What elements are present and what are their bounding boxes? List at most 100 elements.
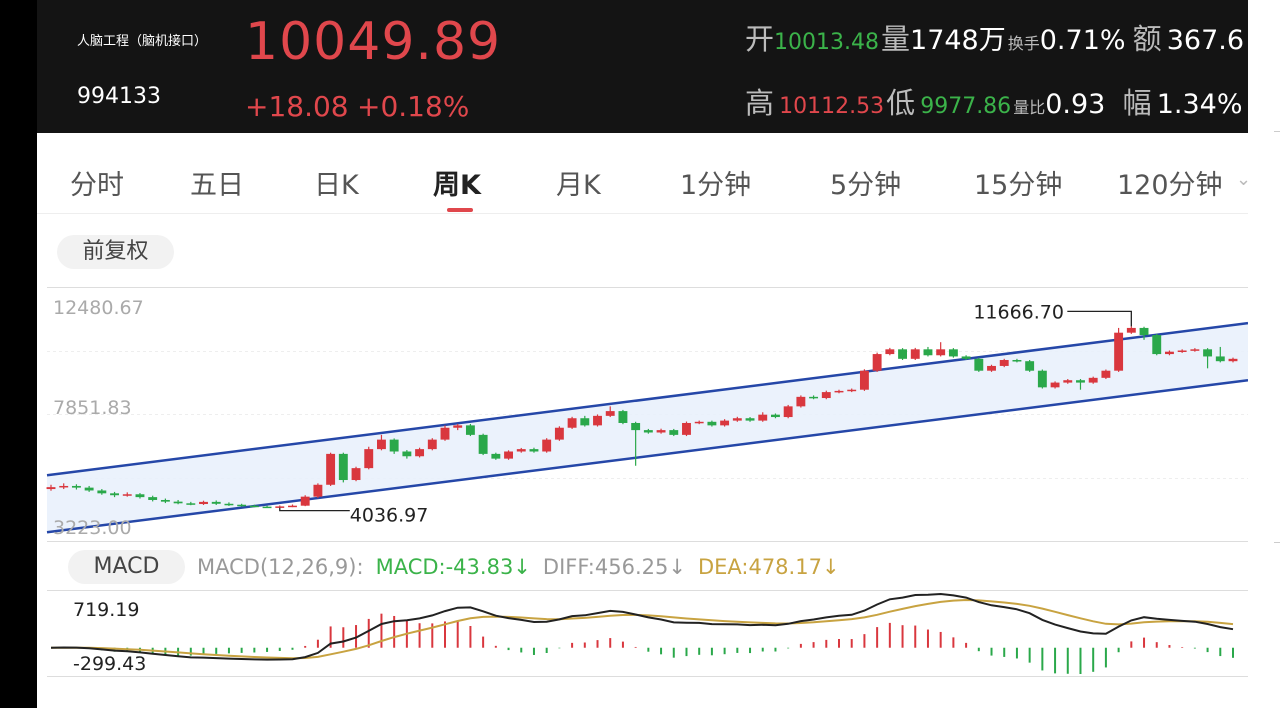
- kline-chart[interactable]: 11666.70 4036.97 12480.67 7851.83 3223.00: [37, 287, 1248, 542]
- tab-120-minute[interactable]: 120分钟: [1117, 170, 1223, 201]
- candle: [580, 415, 590, 427]
- vol-ratio-value: 0.93: [1045, 89, 1106, 120]
- candle: [1101, 369, 1111, 380]
- macd-histogram: [62, 613, 1234, 674]
- tab-monthly-k[interactable]: 月K: [556, 170, 601, 201]
- candle: [504, 450, 513, 460]
- candle: [796, 395, 806, 408]
- macd-chart[interactable]: 719.19 -299.43: [37, 590, 1248, 708]
- macd-values: MACD(12,26,9): MACD:-43.83↓ DIFF:456.25↓ DE…: [197, 555, 840, 579]
- candle: [1076, 379, 1085, 390]
- candle: [300, 495, 310, 507]
- candle: [732, 416, 742, 422]
- tab-1-minute[interactable]: 1分钟: [680, 170, 752, 201]
- tab-daily-k[interactable]: 日K: [314, 170, 359, 201]
- candle: [961, 355, 971, 361]
- y-tick-top: 12480.67: [53, 297, 144, 319]
- candle: [554, 426, 564, 441]
- candle: [987, 364, 996, 372]
- candle: [59, 483, 69, 490]
- candle: [377, 434, 386, 451]
- price-channel: [46, 321, 1248, 534]
- tab-5-minute[interactable]: 5分钟: [830, 170, 902, 201]
- candle: [71, 484, 81, 490]
- macd-params: MACD(12,26,9):: [197, 555, 364, 579]
- candle: [682, 421, 691, 437]
- candle: [542, 438, 552, 453]
- candle: [923, 346, 933, 357]
- candle: [288, 504, 297, 508]
- candle: [834, 389, 844, 394]
- macd-grid: [47, 590, 1248, 677]
- candle: [1228, 357, 1238, 363]
- turnover-value: 0.71%: [1039, 25, 1126, 56]
- candle: [1152, 333, 1162, 356]
- chevron-down-icon[interactable]: ⌄: [1236, 169, 1248, 190]
- candle: [211, 500, 221, 505]
- volume-label: 量: [881, 22, 911, 56]
- candle: [440, 425, 450, 441]
- tab-weekly-k[interactable]: 周K: [433, 170, 481, 201]
- dea-value: DEA:478.17↓: [697, 555, 840, 579]
- macd-value: MACD:-43.83↓: [375, 555, 531, 579]
- candle: [402, 450, 412, 459]
- candle: [745, 417, 755, 422]
- low-value: 9977.86: [920, 94, 1012, 119]
- candle: [758, 412, 768, 422]
- last-price: 10049.89: [245, 12, 502, 72]
- amount-label: 额: [1132, 22, 1162, 56]
- candle: [186, 501, 196, 506]
- candle: [999, 358, 1009, 368]
- adjust-button[interactable]: 前复权: [57, 235, 174, 269]
- candle: [364, 446, 374, 470]
- candle: [160, 498, 170, 504]
- indicator-selector[interactable]: MACD: [68, 550, 185, 584]
- candle: [885, 347, 895, 356]
- period-tabs: 分时 五日 日K 周K 月K 1分钟 5分钟 15分钟 120分钟 ⌄: [37, 147, 1248, 214]
- candle: [224, 502, 234, 506]
- candle: [415, 447, 425, 458]
- tab-five-day[interactable]: 五日: [190, 170, 244, 201]
- amplitude-value: 1.34%: [1156, 89, 1243, 120]
- candle: [1050, 381, 1060, 389]
- turnover-label: 换手: [1007, 34, 1040, 53]
- candle: [707, 420, 717, 427]
- y-tick-mid: 7851.83: [53, 397, 132, 419]
- open-label: 开: [745, 22, 775, 56]
- candle: [389, 438, 399, 454]
- candle: [771, 413, 780, 419]
- channel-fill: [47, 323, 1248, 533]
- candle: [1114, 327, 1124, 372]
- candle: [618, 409, 628, 425]
- candle: [46, 484, 56, 491]
- diff-line: [50, 592, 1234, 661]
- candle: [453, 423, 463, 431]
- y-tick-bottom: 3223.00: [53, 517, 132, 539]
- candle: [148, 495, 158, 502]
- tab-minute[interactable]: 分时: [70, 170, 124, 201]
- candle: [974, 357, 984, 372]
- tab-15-minute[interactable]: 15分钟: [974, 170, 1063, 201]
- candle: [809, 395, 819, 400]
- candle: [1012, 358, 1022, 363]
- candle: [478, 433, 488, 456]
- quote-header: 人脑工程（脑机接口） 994133 10049.89 +18.08 +0.18%…: [37, 0, 1248, 133]
- annotations: 11666.70 4036.97: [279, 301, 1132, 527]
- candle: [1215, 346, 1225, 363]
- high-label: 高: [745, 86, 775, 120]
- min-price-marker: 4036.97: [279, 505, 428, 527]
- price-change: +18.08: [245, 90, 349, 123]
- candle: [351, 466, 361, 482]
- candle: [1063, 379, 1073, 384]
- candle: [338, 452, 348, 483]
- candle: [516, 447, 526, 453]
- quote-row-2: 高 10112.53低 9977.86 量比0.93 幅 1.34%: [745, 80, 1244, 122]
- max-price-marker: 11666.70: [973, 301, 1132, 327]
- stock-code: 994133: [77, 84, 161, 109]
- candle: [1025, 360, 1035, 372]
- vol-ratio-label: 量比: [1013, 98, 1046, 117]
- candle: [643, 428, 653, 434]
- candle: [84, 485, 94, 492]
- channel-lower-line: [46, 378, 1248, 534]
- open-value: 10013.48: [774, 30, 879, 55]
